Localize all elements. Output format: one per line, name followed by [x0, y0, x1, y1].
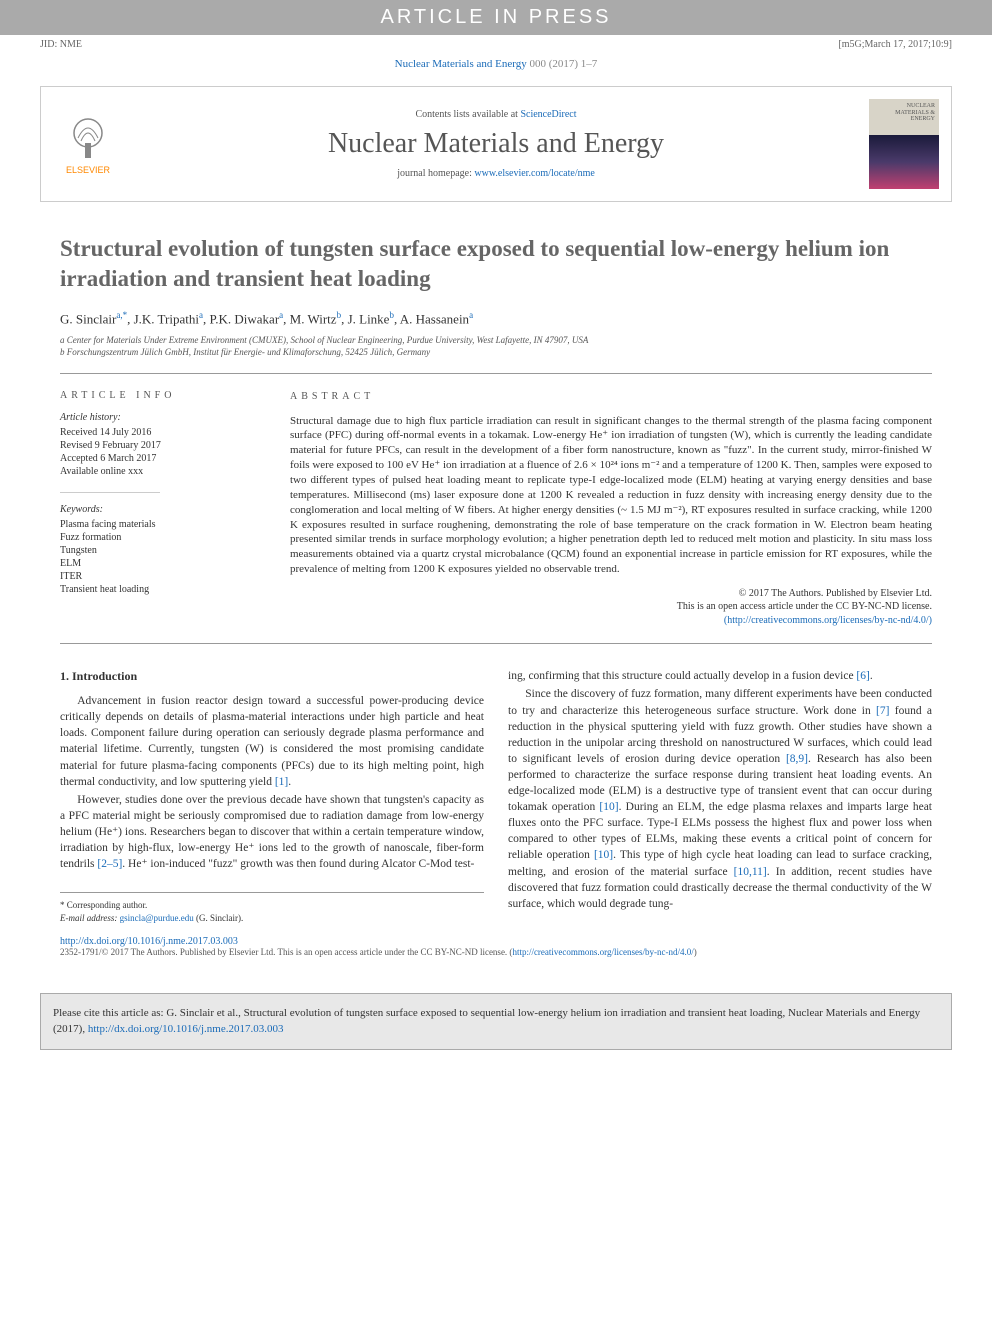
license-link[interactable]: (http://creativecommons.org/licenses/by-…: [724, 615, 932, 626]
homepage-prefix: journal homepage:: [397, 168, 474, 179]
col2-para-1: Since the discovery of fuzz formation, m…: [508, 686, 932, 911]
email-tail: (G. Sinclair).: [194, 913, 244, 923]
ref-8-9[interactable]: [8,9]: [786, 753, 808, 765]
keyword-item: Plasma facing materials: [60, 518, 260, 531]
affiliation: b Forschungszentrum Jülich GmbH, Institu…: [60, 347, 932, 357]
journal-cover-image: NUCLEAR MATERIALS & ENERGY: [869, 99, 939, 189]
email-link[interactable]: gsincla@purdue.edu: [120, 913, 194, 923]
keywords-label: Keywords:: [60, 503, 260, 516]
divider: [60, 643, 932, 644]
article-in-press-banner: ARTICLE IN PRESS: [0, 0, 992, 35]
copyright-block: © 2017 The Authors. Published by Elsevie…: [290, 587, 932, 628]
jid-right: [m5G;March 17, 2017;10:9]: [838, 39, 952, 50]
cite-box: Please cite this article as: G. Sinclair…: [40, 993, 952, 1050]
doi-link[interactable]: http://dx.doi.org/10.1016/j.nme.2017.03.…: [60, 936, 932, 947]
contents-prefix: Contents lists available at: [415, 109, 520, 120]
jid-left: JID: NME: [40, 39, 82, 50]
abstract-label: ABSTRACT: [290, 390, 932, 404]
intro-heading: 1. Introduction: [60, 668, 484, 685]
intro-para-2: However, studies done over the previous …: [60, 792, 484, 872]
affiliation: a Center for Materials Under Extreme Env…: [60, 335, 932, 345]
license-bottom-link[interactable]: http://creativecommons.org/licenses/by-n…: [512, 947, 693, 957]
ref-6[interactable]: [6]: [856, 670, 869, 682]
history-received: Received 14 July 2016: [60, 426, 260, 439]
ref-10b[interactable]: [10]: [594, 849, 613, 861]
ref-1[interactable]: [1]: [275, 776, 288, 788]
journal-masthead: ELSEVIER Contents lists available at Sci…: [40, 86, 952, 202]
ref-7[interactable]: [7]: [876, 705, 889, 717]
homepage-link[interactable]: www.elsevier.com/locate/nme: [474, 168, 594, 179]
elsevier-logo: ELSEVIER: [53, 104, 123, 184]
article-info-label: ARTICLE INFO: [60, 390, 260, 401]
copyright-line1: © 2017 The Authors. Published by Elsevie…: [290, 587, 932, 601]
citebox-doi-link[interactable]: http://dx.doi.org/10.1016/j.nme.2017.03.…: [88, 1023, 284, 1035]
sciencedirect-link[interactable]: ScienceDirect: [520, 109, 576, 120]
homepage-line: journal homepage: www.elsevier.com/locat…: [123, 168, 869, 179]
article-history: Article history: Received 14 July 2016 R…: [60, 411, 260, 478]
history-label: Article history:: [60, 411, 260, 424]
ref-10-11[interactable]: [10,11]: [734, 866, 767, 878]
authors: G. Sinclaira,*, J.K. Tripathia, P.K. Diw…: [60, 310, 932, 327]
ref-10a[interactable]: [10]: [599, 801, 618, 813]
abstract-text: Structural damage due to high flux parti…: [290, 414, 932, 577]
history-accepted: Accepted 6 March 2017: [60, 452, 260, 465]
footnotes: * Corresponding author. E-mail address: …: [60, 892, 484, 924]
keyword-item: Tungsten: [60, 544, 260, 557]
citation-top: Nuclear Materials and Energy 000 (2017) …: [0, 54, 992, 74]
citation-rest: 000 (2017) 1–7: [527, 58, 598, 70]
license-bottom: 2352-1791/© 2017 The Authors. Published …: [60, 947, 932, 957]
cover-text: NUCLEAR MATERIALS & ENERGY: [873, 103, 935, 123]
corresponding-author: * Corresponding author.: [60, 899, 484, 912]
divider: [60, 373, 932, 374]
email-label: E-mail address:: [60, 913, 120, 923]
history-revised: Revised 9 February 2017: [60, 439, 260, 452]
keyword-item: Fuzz formation: [60, 531, 260, 544]
intro-para-1: Advancement in fusion reactor design tow…: [60, 693, 484, 790]
history-online: Available online xxx: [60, 465, 260, 478]
contents-line: Contents lists available at ScienceDirec…: [123, 109, 869, 120]
col2-continuation: ing, confirming that this structure coul…: [508, 668, 932, 684]
elsevier-text: ELSEVIER: [66, 165, 110, 175]
citation-journal-link[interactable]: Nuclear Materials and Energy: [395, 58, 527, 70]
keywords-block: Keywords: Plasma facing materialsFuzz fo…: [60, 503, 260, 596]
keyword-item: Transient heat loading: [60, 583, 260, 596]
ref-2-5[interactable]: [2–5]: [97, 858, 122, 870]
journal-name: Nuclear Materials and Energy: [123, 128, 869, 160]
article-title: Structural evolution of tungsten surface…: [60, 234, 932, 294]
elsevier-tree-icon: [63, 113, 113, 163]
keyword-item: ITER: [60, 570, 260, 583]
mini-divider: [60, 492, 160, 493]
keyword-item: ELM: [60, 557, 260, 570]
copyright-line2: This is an open access article under the…: [290, 600, 932, 614]
jid-row: JID: NME [m5G;March 17, 2017;10:9]: [0, 35, 992, 54]
